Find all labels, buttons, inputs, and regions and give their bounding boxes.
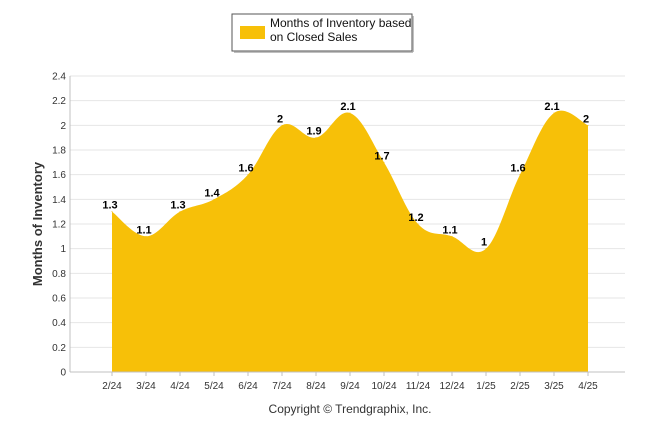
- data-point-2-25: [519, 174, 521, 176]
- legend-label-line1: Months of Inventory based: [270, 16, 411, 30]
- y-tick-label: 1.2: [52, 220, 66, 231]
- data-labels: 1.3 1.1 1.3 1.4 1.6 2 1.9 2.1 1.7 1.2 1.1 1 1.6 2.1 2: [102, 101, 589, 249]
- data-label: 1.7: [374, 150, 389, 162]
- x-tick-label: 7/24: [272, 381, 292, 392]
- y-tick-label: 1.4: [52, 195, 66, 206]
- x-axis-ticks: 2/24 3/24 4/24 5/24 6/24 7/24 8/24 9/24 10/24 11/…: [102, 372, 598, 392]
- data-point-2-24: [111, 211, 113, 213]
- data-point-9-24: [349, 112, 351, 114]
- data-label: 1.1: [442, 224, 457, 236]
- x-tick-label: 3/25: [544, 381, 564, 392]
- x-tick-label: 4/25: [578, 381, 598, 392]
- data-label: 1.6: [238, 163, 253, 175]
- data-point-7-24: [281, 124, 283, 126]
- data-point-1-25: [485, 248, 487, 250]
- x-tick-label: 4/24: [170, 381, 190, 392]
- x-tick-label: 10/24: [371, 381, 396, 392]
- y-tick-label: 0.8: [52, 269, 66, 280]
- copyright-footer: Copyright © Trendgraphix, Inc.: [269, 402, 432, 416]
- data-point-6-24: [247, 174, 249, 176]
- x-tick-label: 6/24: [238, 381, 258, 392]
- y-tick-label: 0.2: [52, 343, 66, 354]
- data-label: 1.6: [510, 163, 525, 175]
- data-label: 2: [277, 113, 283, 125]
- x-tick-label: 2/25: [510, 381, 530, 392]
- x-tick-label: 12/24: [439, 381, 464, 392]
- data-point-4-25: [587, 124, 589, 126]
- legend-label-line2: on Closed Sales: [270, 30, 357, 44]
- data-point-11-24: [417, 223, 419, 225]
- data-label: 1.2: [408, 212, 423, 224]
- data-point-3-25: [553, 112, 555, 114]
- data-label: 1.9: [306, 126, 321, 138]
- x-tick-label: 8/24: [306, 381, 326, 392]
- data-point-5-24: [213, 198, 215, 200]
- x-tick-label: 9/24: [340, 381, 360, 392]
- data-point-8-24: [315, 137, 317, 139]
- legend-swatch: [240, 26, 265, 39]
- y-tick-label: 2: [60, 121, 66, 132]
- data-label: 2.1: [340, 101, 355, 113]
- y-tick-label: 1.8: [52, 146, 66, 157]
- x-tick-label: 1/25: [476, 381, 496, 392]
- data-label: 2: [583, 113, 589, 125]
- series-area: [111, 110, 589, 373]
- data-label: 1.3: [170, 200, 185, 212]
- y-tick-label: 2.4: [52, 72, 66, 83]
- x-tick-label: 3/24: [136, 381, 156, 392]
- data-point-10-24: [383, 161, 385, 163]
- data-label: 2.1: [544, 101, 559, 113]
- data-point-12-24: [451, 235, 453, 237]
- y-tick-label: 2.2: [52, 96, 66, 107]
- data-label: 1.1: [136, 224, 151, 236]
- y-axis-title: Months of Inventory: [30, 161, 45, 286]
- y-tick-label: 0: [60, 368, 66, 379]
- data-label: 1.4: [204, 187, 220, 199]
- data-point-3-24: [145, 235, 147, 237]
- legend[interactable]: Months of Inventory based on Closed Sale…: [231, 13, 414, 53]
- x-tick-label: 5/24: [204, 381, 224, 392]
- data-label: 1.3: [102, 200, 117, 212]
- y-tick-label: 0.6: [52, 294, 66, 305]
- x-tick-label: 2/24: [102, 381, 122, 392]
- data-point-4-24: [179, 211, 181, 213]
- y-tick-label: 0.4: [52, 318, 66, 329]
- y-axis-ticks: 0 0.2 0.4 0.6 0.8 1 1.2 1.4 1.6 1.8 2 2.2 2.4: [52, 72, 66, 379]
- y-tick-label: 1.6: [52, 170, 66, 181]
- series-area-fill: [112, 110, 588, 373]
- x-tick-label: 11/24: [406, 381, 431, 392]
- data-label: 1: [481, 237, 487, 249]
- axes: [69, 76, 625, 373]
- y-tick-label: 1: [60, 244, 66, 255]
